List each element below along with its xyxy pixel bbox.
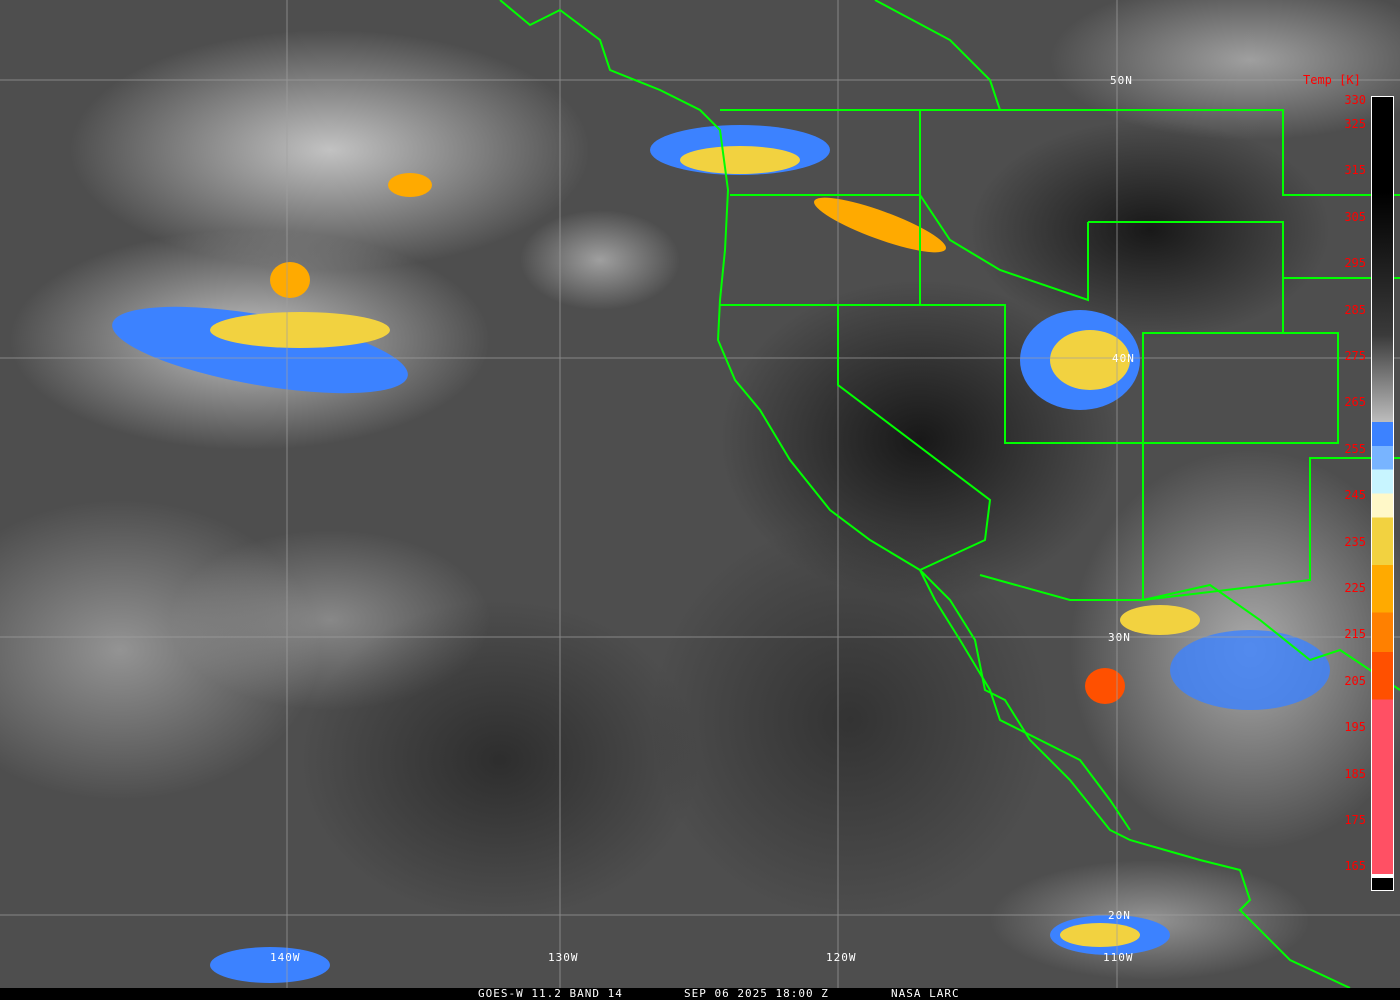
temperature-colorbar [1371,96,1394,891]
colorbar-tick-label: 325 [1344,117,1366,131]
colorbar-tick-label: 295 [1344,256,1366,271]
lon-label-120w: 120W [826,951,857,964]
lat-label-40n: 40N [1112,352,1135,365]
caption-datetime: SEP 06 2025 18:00 Z [684,987,829,1000]
lon-label-130w: 130W [548,951,579,964]
cold-cloud-tops [112,125,1330,983]
colorbar-tick-label: 315 [1344,163,1366,178]
caption-source: NASA LARC [891,987,960,1000]
lon-label-140w: 140W [270,951,301,964]
colorbar-tick-label: 285 [1344,302,1366,317]
colorbar-tick-label: 255 [1344,441,1366,456]
caption-title: GOES-W 11.2 BAND 14 [478,987,623,1000]
colorbar-tick-label: 205 [1344,673,1366,688]
lat-label-50n: 50N [1110,74,1133,87]
colorbar-tick-label: 185 [1344,766,1366,781]
colorbar-tick-label: 245 [1344,488,1366,503]
colorbar-tick-label: 275 [1344,349,1366,363]
colorbar-tick-label: 305 [1344,209,1366,224]
colorbar-title: Temp [K] [1303,73,1361,87]
colorbar-tick-label: 330 [1344,93,1366,107]
colorbar-tick-label: 195 [1344,720,1366,735]
lat-label-20n: 20N [1108,909,1131,922]
colorbar-tick-label: 215 [1344,627,1366,642]
colorbar-tick-label: 225 [1344,581,1366,595]
colorbar-tick-label: 235 [1344,534,1366,549]
colorbar-tick-label: 265 [1344,395,1366,410]
colorbar-tick-label: 165 [1344,859,1366,874]
image-caption: GOES-W 11.2 BAND 14 SEP 06 2025 18:00 Z … [0,988,1400,1000]
coastlines-and-borders [499,0,1400,988]
lat-label-30n: 30N [1108,631,1131,644]
colorbar-tick-label: 175 [1344,813,1366,827]
lon-label-110w: 110W [1103,951,1134,964]
